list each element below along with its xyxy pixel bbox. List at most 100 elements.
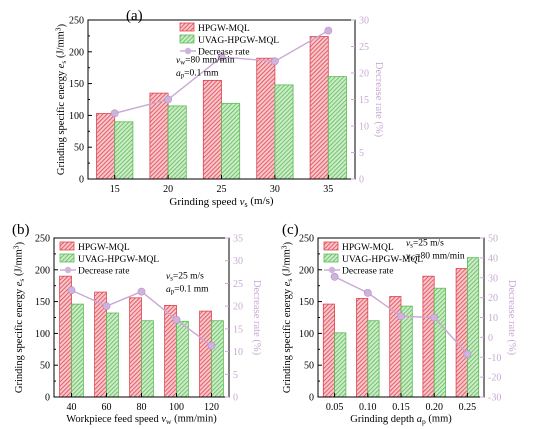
y2-tick-label: 30 [359, 16, 369, 27]
y2-tick-label: 0 [233, 393, 238, 404]
y2-tick-label: 10 [233, 347, 243, 358]
y2-tick-label: 25 [359, 42, 369, 53]
y-tick-label: 200 [35, 265, 50, 276]
legend-swatch-uvag-hpgw-mql [179, 34, 195, 44]
y-tick-label: 150 [299, 297, 314, 308]
bar-uvag-hpgw-mql-0.25 [466, 257, 480, 398]
y-tick-label: 100 [299, 329, 314, 340]
x-tick-label-25: 25 [217, 184, 227, 195]
legend-label-decrease-rate: Decrease rate [78, 267, 129, 277]
panel-label: (b) [12, 222, 30, 238]
y-tick-label: 0 [79, 175, 84, 186]
y-tick-label: 50 [74, 143, 84, 154]
chart-panel-a: (a) 0 50 100 150 200 250 0 5 10 15 20 25 30 15 20 25 30 35… [54, 8, 384, 209]
decrease-rate-point-40 [67, 286, 76, 295]
legend-label-hpgw-mql: HPGW-MQL [198, 24, 250, 34]
y2-tick-label: 40 [488, 253, 498, 264]
decrease-rate-point-25 [217, 53, 226, 61]
bar-hpgw-mql-20 [149, 92, 169, 180]
y2-axis-title: Decrease rate (%) [251, 280, 262, 356]
bar-uvag-hpgw-mql-80 [141, 320, 154, 398]
x-axis-title: Grinding depth ap (mm) [350, 413, 452, 426]
parameter-annotation: vw=80 mm/min [176, 55, 235, 66]
y-tick-label: 100 [69, 111, 84, 122]
decrease-rate-point-0.05 [330, 272, 339, 281]
y-tick-label: 0 [309, 393, 314, 404]
bar-hpgw-mql-0.10 [356, 297, 369, 398]
chart-panel-b: (b) 0 50 100 150 200 250 0 5 10 15 20 25 30 35 40 60 80 10… [12, 222, 262, 426]
y-tick-label: 150 [35, 297, 50, 308]
y2-tick-label: 20 [233, 302, 243, 313]
y-tick-label: 250 [35, 234, 50, 245]
x-tick-label-120: 120 [204, 402, 219, 413]
bar-hpgw-mql-0.05 [322, 303, 335, 398]
y-tick-label: 50 [40, 361, 50, 372]
legend-swatch-uvag-hpgw-mql [323, 253, 339, 263]
x-tick-label-0.20: 0.20 [425, 402, 443, 413]
y-tick-label: 100 [35, 329, 50, 340]
y2-tick-label: 25 [233, 279, 243, 290]
y2-tick-label: 0 [359, 175, 364, 186]
decrease-rate-point-30 [270, 57, 279, 66]
x-tick-label-0.10: 0.10 [359, 402, 377, 413]
parameter-annotation: ap=0.1 mm [166, 284, 209, 295]
decrease-rate-point-0.25 [463, 350, 472, 358]
x-tick-label-60: 60 [102, 402, 112, 413]
x-tick-label-80: 80 [137, 402, 147, 413]
x-tick-label-0.25: 0.25 [459, 402, 477, 413]
y-tick-label: 150 [69, 79, 84, 90]
y2-tick-label: -20 [488, 373, 501, 384]
x-axis-title: Workpiece feed speed vw (mm/min) [66, 413, 217, 426]
y-tick-label: 250 [69, 16, 84, 27]
bar-uvag-hpgw-mql-15 [114, 121, 134, 180]
decrease-rate-point-35 [324, 26, 333, 35]
decrease-rate-point-60 [102, 302, 111, 310]
x-tick-label-30: 30 [270, 184, 280, 195]
bar-hpgw-mql-80 [129, 297, 142, 398]
bar-uvag-hpgw-mql-0.20 [433, 287, 446, 398]
y2-tick-label: 10 [359, 122, 369, 133]
x-tick-label-0.15: 0.15 [392, 402, 410, 413]
decrease-rate-point-15 [110, 109, 119, 118]
decrease-rate-point-80 [137, 287, 146, 296]
y2-tick-label: 5 [359, 148, 364, 159]
y-axis-title: Grinding specific energy es (J/mm3) [54, 23, 68, 175]
y-axis-title: Grinding specific energy es (J/mm3) [280, 241, 294, 393]
bar-uvag-hpgw-mql-100 [176, 320, 189, 398]
y2-tick-label: 15 [359, 95, 369, 106]
x-axis-title: Grinding speed vs (m/s) [169, 195, 274, 209]
bar-uvag-hpgw-mql-35 [327, 76, 347, 180]
y2-tick-label: 20 [359, 69, 369, 80]
y2-tick-label: 35 [233, 234, 243, 245]
y-tick-label: 0 [45, 393, 50, 404]
y-tick-label: 50 [304, 361, 314, 372]
x-tick-label-15: 15 [110, 184, 120, 195]
bar-uvag-hpgw-mql-25 [221, 102, 241, 180]
bar-uvag-hpgw-mql-40 [71, 303, 84, 398]
parameter-annotation: vs=25 m/s [406, 238, 444, 249]
bar-hpgw-mql-120 [199, 310, 212, 398]
legend-label-hpgw-mql: HPGW-MQL [78, 243, 130, 253]
y2-tick-label: -30 [488, 393, 501, 404]
panel-label: (c) [282, 222, 299, 238]
y2-axis-title: Decrease rate (%) [506, 280, 517, 356]
decrease-rate-point-0.20 [430, 313, 439, 322]
x-tick-label-100: 100 [169, 402, 184, 413]
legend-marker-decrease-rate [184, 47, 192, 55]
y-axis-title: Grinding specific energy es (J/mm3) [12, 241, 26, 393]
bar-hpgw-mql-15 [96, 113, 116, 180]
parameter-annotation: vw=80 mm/min [406, 251, 465, 262]
decrease-rate-point-0.15 [397, 312, 405, 321]
decrease-rate-point-0.10 [363, 288, 372, 297]
legend-marker-decrease-rate [328, 266, 336, 274]
x-tick-label-20: 20 [163, 184, 173, 195]
y2-axis-title: Decrease rate (%) [373, 62, 384, 138]
x-tick-label-35: 35 [323, 184, 333, 195]
bar-hpgw-mql-0.20 [422, 275, 435, 398]
legend-swatch-uvag-hpgw-mql [59, 253, 75, 263]
decrease-rate-point-100 [172, 315, 181, 324]
y2-tick-label: 15 [233, 324, 243, 335]
legend-marker-decrease-rate [64, 266, 72, 274]
bar-uvag-hpgw-mql-60 [106, 312, 119, 398]
